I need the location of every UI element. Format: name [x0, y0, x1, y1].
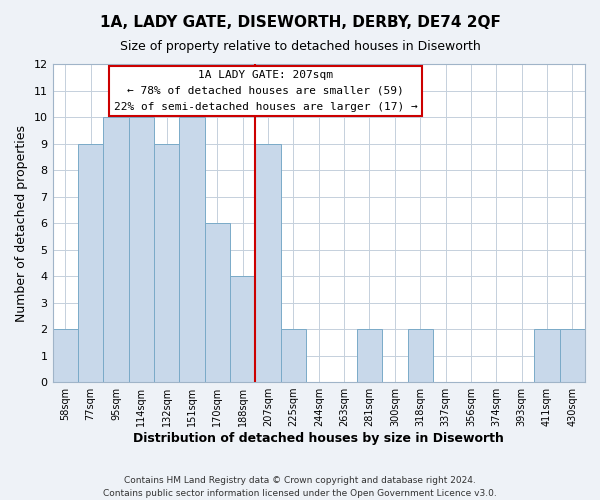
Bar [205, 223, 230, 382]
Bar [103, 117, 128, 382]
Bar [154, 144, 179, 382]
Bar [407, 329, 433, 382]
Bar [357, 329, 382, 382]
Text: Contains HM Land Registry data © Crown copyright and database right 2024.
Contai: Contains HM Land Registry data © Crown c… [103, 476, 497, 498]
Text: 1A, LADY GATE, DISEWORTH, DERBY, DE74 2QF: 1A, LADY GATE, DISEWORTH, DERBY, DE74 2Q… [100, 15, 500, 30]
Bar [179, 117, 205, 382]
Text: 1A LADY GATE: 207sqm
← 78% of detached houses are smaller (59)
22% of semi-detac: 1A LADY GATE: 207sqm ← 78% of detached h… [113, 70, 418, 112]
Bar [128, 117, 154, 382]
Y-axis label: Number of detached properties: Number of detached properties [15, 124, 28, 322]
Bar [256, 144, 281, 382]
Text: Size of property relative to detached houses in Diseworth: Size of property relative to detached ho… [119, 40, 481, 53]
Bar [78, 144, 103, 382]
X-axis label: Distribution of detached houses by size in Diseworth: Distribution of detached houses by size … [133, 432, 504, 445]
Bar [281, 329, 306, 382]
Bar [534, 329, 560, 382]
Bar [53, 329, 78, 382]
Bar [560, 329, 585, 382]
Bar [230, 276, 256, 382]
